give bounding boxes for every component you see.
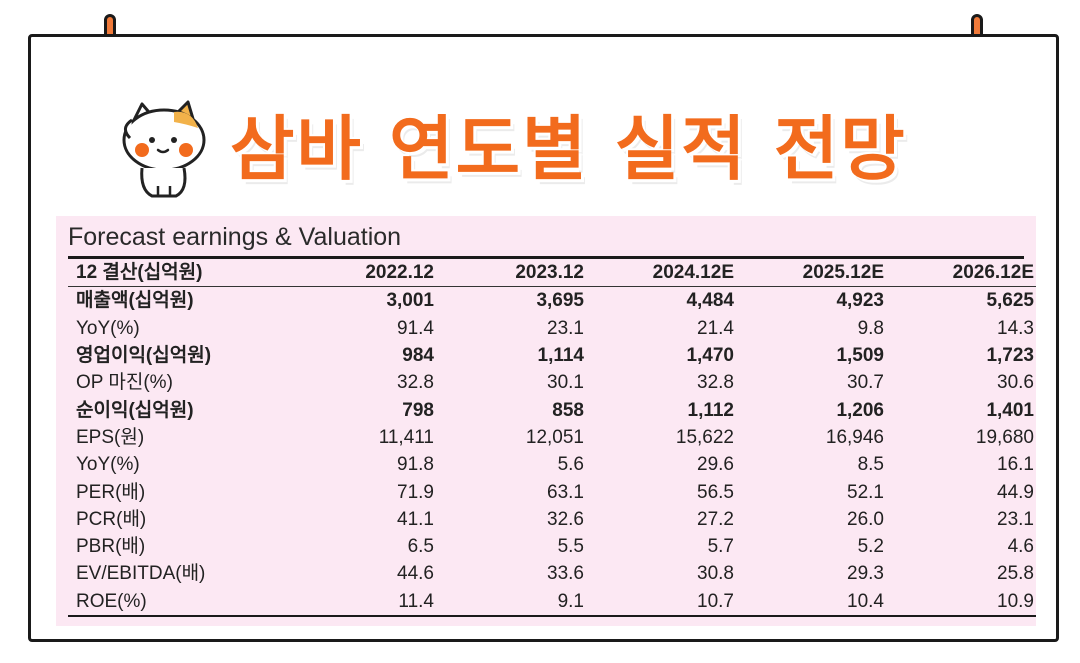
- table-cell: 4,923: [836, 290, 884, 312]
- table-cell: 32.8: [697, 372, 734, 394]
- table-cell: 52.1: [847, 481, 884, 503]
- table-cell: 12,051: [525, 426, 584, 448]
- table-row: YoY(%) 91.8 5.6 29.6 8.5 16.1: [68, 451, 1036, 478]
- header-cell: 12 결산(십억원): [68, 259, 286, 288]
- headline: 삼바 연도별 실적 전망: [230, 108, 907, 190]
- table-title: Forecast earnings & Valuation: [68, 216, 1024, 259]
- row-label: OP 마진(%): [76, 372, 173, 394]
- table-cell: 798: [402, 399, 434, 421]
- table-cell: 16,946: [825, 426, 884, 448]
- table-cell: 91.4: [397, 317, 434, 339]
- table-row: EPS(원) 11,411 12,051 15,622 16,946 19,680: [68, 424, 1036, 451]
- header-cell: 2026.12E: [886, 259, 1036, 288]
- table-cell: 984: [402, 345, 434, 367]
- forecast-panel: Forecast earnings & Valuation 12 결산(십억원)…: [56, 216, 1036, 626]
- table-cell: 8.5: [857, 454, 884, 476]
- cat-mascot-icon: [122, 100, 206, 198]
- row-label: YoY(%): [76, 454, 140, 476]
- table-cell: 29.3: [847, 563, 884, 585]
- table-cell: 41.1: [397, 508, 434, 530]
- table-row: 매출액(십억원) 3,001 3,695 4,484 4,923 5,625: [68, 287, 1036, 315]
- table-cell: 1,723: [986, 345, 1034, 367]
- table-cell: 33.6: [547, 563, 584, 585]
- table-row: PER(배) 71.9 63.1 56.5 52.1 44.9: [68, 478, 1036, 505]
- table-cell: 91.8: [397, 454, 434, 476]
- table-row: ROE(%) 11.4 9.1 10.7 10.4 10.9: [68, 587, 1036, 617]
- table-cell: 1,206: [836, 399, 884, 421]
- table-cell: 5.5: [557, 536, 584, 558]
- table-cell: 30.8: [697, 563, 734, 585]
- table-cell: 30.1: [547, 372, 584, 394]
- table-row: PCR(배) 41.1 32.6 27.2 26.0 23.1: [68, 506, 1036, 533]
- row-label: ROE(%): [68, 587, 286, 617]
- row-label: 영업이익(십억원): [76, 345, 212, 367]
- table-row: EV/EBITDA(배) 44.6 33.6 30.8 29.3 25.8: [68, 560, 1036, 587]
- table-cell: 9.8: [857, 317, 884, 339]
- header-cell: 2023.12: [436, 259, 586, 288]
- table-cell: 11.4: [286, 587, 436, 617]
- row-label: PER(배): [76, 481, 146, 503]
- table-cell: 1,509: [836, 345, 884, 367]
- table-cell: 25.8: [997, 563, 1034, 585]
- table-cell: 4.6: [1007, 536, 1034, 558]
- row-label: 매출액(십억원): [76, 290, 194, 312]
- row-label: EV/EBITDA(배): [76, 563, 206, 585]
- table-cell: 14.3: [997, 317, 1034, 339]
- table-row: YoY(%) 91.4 23.1 21.4 9.8 14.3: [68, 315, 1036, 342]
- table-cell: 44.6: [397, 563, 434, 585]
- table-cell: 5,625: [986, 290, 1034, 312]
- row-label: YoY(%): [76, 317, 140, 339]
- row-label: PBR(배): [76, 536, 146, 558]
- table-cell: 21.4: [697, 317, 734, 339]
- row-label: 순이익(십억원): [76, 399, 194, 421]
- table-cell: 4,484: [686, 290, 734, 312]
- table-cell: 11,411: [378, 426, 434, 448]
- table-cell: 56.5: [697, 481, 734, 503]
- table-row: PBR(배) 6.5 5.5 5.7 5.2 4.6: [68, 533, 1036, 560]
- header-cell: 2024.12E: [586, 259, 736, 288]
- table-cell: 10.9: [886, 587, 1036, 617]
- table-cell: 15,622: [675, 426, 734, 448]
- table-cell: 30.6: [997, 372, 1034, 394]
- table-cell: 10.4: [736, 587, 886, 617]
- table-cell: 5.6: [557, 454, 584, 476]
- row-label: EPS(원): [76, 426, 145, 448]
- table-cell: 1,112: [687, 399, 735, 421]
- header-cell: 2025.12E: [736, 259, 886, 288]
- table-row: OP 마진(%) 32.8 30.1 32.8 30.7 30.6: [68, 369, 1036, 396]
- forecast-table: 12 결산(십억원) 2022.12 2023.12 2024.12E 2025…: [68, 259, 1036, 617]
- header-cell: 2022.12: [286, 259, 436, 288]
- table-cell: 29.6: [697, 454, 734, 476]
- table-cell: 1,114: [537, 345, 585, 367]
- table-cell: 16.1: [997, 454, 1034, 476]
- table-cell: 10.7: [586, 587, 736, 617]
- table-row: 순이익(십억원) 798 858 1,112 1,206 1,401: [68, 396, 1036, 423]
- table-cell: 71.9: [397, 481, 434, 503]
- table-cell: 32.8: [397, 372, 434, 394]
- table-row: 영업이익(십억원) 984 1,114 1,470 1,509 1,723: [68, 342, 1036, 369]
- table-cell: 23.1: [547, 317, 584, 339]
- table-cell: 1,401: [986, 399, 1034, 421]
- table-cell: 858: [552, 399, 584, 421]
- table-cell: 32.6: [547, 508, 584, 530]
- table-cell: 6.5: [407, 536, 434, 558]
- table-cell: 9.1: [436, 587, 586, 617]
- table-cell: 5.7: [707, 536, 734, 558]
- table-cell: 27.2: [697, 508, 734, 530]
- table-cell: 3,001: [386, 290, 434, 312]
- table-cell: 5.2: [857, 536, 884, 558]
- row-label: PCR(배): [76, 508, 147, 530]
- table-cell: 30.7: [847, 372, 884, 394]
- table-cell: 19,680: [975, 426, 1034, 448]
- table-cell: 1,470: [686, 345, 734, 367]
- table-cell: 26.0: [847, 508, 884, 530]
- table-cell: 63.1: [547, 481, 584, 503]
- table-cell: 3,695: [536, 290, 584, 312]
- table-cell: 23.1: [997, 508, 1034, 530]
- table-header-row: 12 결산(십억원) 2022.12 2023.12 2024.12E 2025…: [68, 259, 1036, 288]
- table-cell: 44.9: [997, 481, 1034, 503]
